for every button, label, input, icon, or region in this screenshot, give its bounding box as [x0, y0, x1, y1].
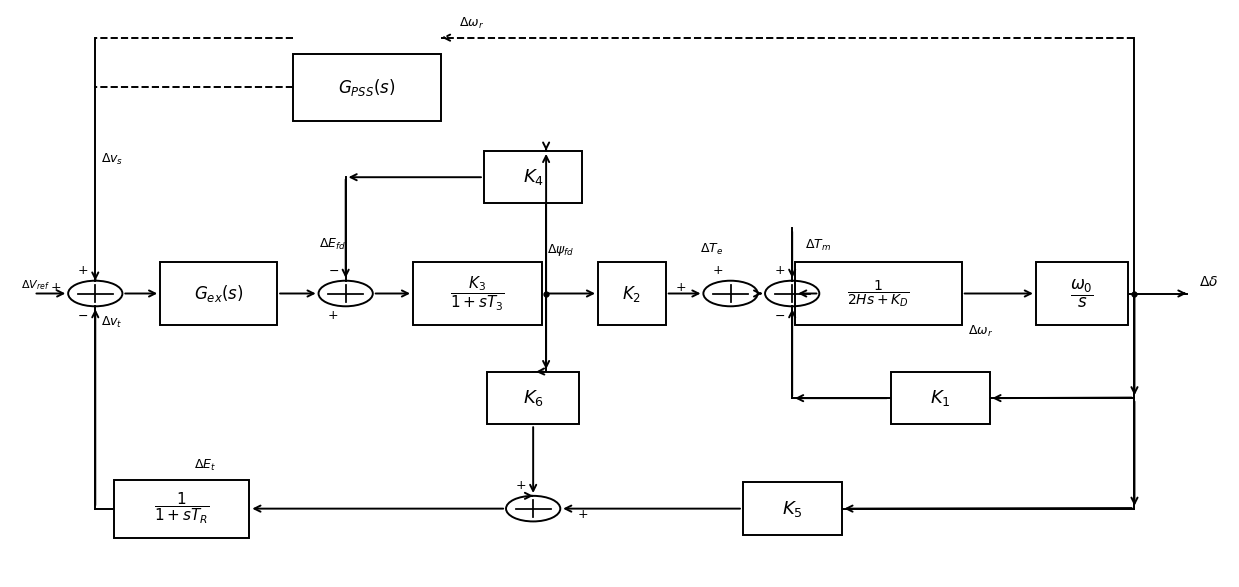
Text: $\Delta T_e$: $\Delta T_e$ — [700, 242, 722, 258]
Text: $G_{ex}(s)$: $G_{ex}(s)$ — [193, 283, 243, 304]
Text: +: + — [515, 479, 527, 492]
Text: $K_6$: $K_6$ — [523, 388, 544, 408]
Text: +: + — [328, 309, 338, 322]
FancyBboxPatch shape — [413, 262, 543, 325]
Text: $\Delta\delta$: $\Delta\delta$ — [1199, 275, 1218, 289]
Text: $\Delta\omega_r$: $\Delta\omega_r$ — [460, 16, 484, 31]
Text: $K_2$: $K_2$ — [622, 284, 642, 303]
FancyBboxPatch shape — [487, 372, 580, 424]
Text: $\dfrac{K_3}{1+sT_3}$: $\dfrac{K_3}{1+sT_3}$ — [450, 274, 506, 313]
Text: $K_1$: $K_1$ — [929, 388, 950, 408]
Text: +: + — [712, 264, 724, 276]
FancyBboxPatch shape — [743, 483, 841, 535]
Text: $\dfrac{\omega_0}{s}$: $\dfrac{\omega_0}{s}$ — [1070, 278, 1094, 309]
Text: $-$: $-$ — [77, 309, 88, 322]
Text: $K_5$: $K_5$ — [782, 498, 803, 519]
Text: $\Delta v_s$: $\Delta v_s$ — [102, 152, 124, 167]
Text: $\Delta V_{ref}$: $\Delta V_{ref}$ — [21, 278, 51, 292]
FancyBboxPatch shape — [114, 480, 249, 538]
FancyBboxPatch shape — [795, 262, 961, 325]
Text: $\Delta E_t$: $\Delta E_t$ — [195, 457, 216, 473]
FancyBboxPatch shape — [483, 151, 582, 203]
Text: +: + — [78, 264, 88, 276]
FancyBboxPatch shape — [292, 53, 441, 120]
Text: +: + — [675, 281, 686, 294]
Text: $-$: $-$ — [774, 309, 786, 322]
Text: $\Delta T_m$: $\Delta T_m$ — [804, 238, 830, 254]
Text: $K_4$: $K_4$ — [523, 167, 544, 187]
Text: $\Delta E_{fd}$: $\Delta E_{fd}$ — [318, 237, 346, 252]
Text: $G_{PSS}(s)$: $G_{PSS}(s)$ — [338, 76, 395, 97]
FancyBboxPatch shape — [598, 262, 665, 325]
Text: +: + — [51, 281, 61, 294]
FancyBboxPatch shape — [891, 372, 990, 424]
Text: $\Delta\psi_{fd}$: $\Delta\psi_{fd}$ — [548, 242, 575, 258]
Text: $\dfrac{1}{2Hs+K_D}$: $\dfrac{1}{2Hs+K_D}$ — [847, 278, 909, 309]
FancyBboxPatch shape — [160, 262, 278, 325]
Text: $\dfrac{1}{1+sT_R}$: $\dfrac{1}{1+sT_R}$ — [154, 491, 209, 527]
Text: $\Delta v_t$: $\Delta v_t$ — [102, 315, 123, 330]
Text: $\Delta\omega_r$: $\Delta\omega_r$ — [968, 324, 992, 339]
Text: $-$: $-$ — [328, 264, 339, 276]
Text: +: + — [577, 508, 587, 521]
Text: +: + — [774, 264, 786, 276]
FancyBboxPatch shape — [1036, 262, 1129, 325]
